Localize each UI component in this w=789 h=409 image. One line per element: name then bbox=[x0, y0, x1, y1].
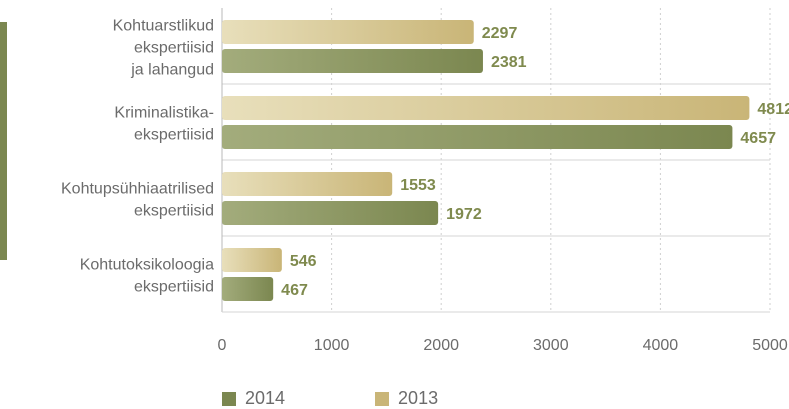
value-label-2014: 2381 bbox=[491, 54, 527, 71]
category-label: Kohtutoksikoloogia bbox=[80, 257, 214, 274]
legend-label-2014: 2014 bbox=[245, 388, 286, 408]
value-label-2014: 467 bbox=[281, 282, 308, 299]
category-label: ekspertiisid bbox=[134, 40, 214, 57]
value-label-2014: 1972 bbox=[446, 206, 482, 223]
value-label-2013: 4812 bbox=[757, 101, 789, 118]
bar-chart: 0 1000 2000 3000 4000 5000 2297 2381 Kohtuarstli… bbox=[61, 8, 789, 354]
category-label: ekspertiisid bbox=[134, 127, 214, 144]
bar-2013-1 bbox=[222, 96, 750, 120]
category-label: Kriminalistika- bbox=[114, 105, 214, 122]
bar-2013-2 bbox=[222, 172, 393, 196]
bar-2014-1 bbox=[222, 125, 733, 149]
value-label-2013: 546 bbox=[290, 253, 317, 270]
bar-2014-2 bbox=[222, 201, 439, 225]
category-label: Kohtupsühhiaatrilised bbox=[61, 181, 214, 198]
legend-item-2013: 2013 bbox=[375, 388, 438, 409]
accent-bar bbox=[0, 22, 7, 260]
x-tick-label: 1000 bbox=[314, 337, 350, 354]
category-label: Kohtuarstlikud bbox=[113, 18, 214, 35]
legend-swatch-2014 bbox=[222, 391, 236, 406]
x-tick-label: 5000 bbox=[752, 337, 788, 354]
x-tick-label: 4000 bbox=[643, 337, 679, 354]
legend-swatch-2013 bbox=[375, 391, 390, 406]
category-label: ekspertiisid bbox=[134, 203, 214, 220]
bar-2014-0 bbox=[222, 49, 483, 73]
x-tick-label: 2000 bbox=[423, 337, 459, 354]
legend-item-2014: 2014 bbox=[222, 388, 285, 409]
bar-2014-3 bbox=[222, 277, 274, 301]
legend: 2014 2013 bbox=[222, 388, 438, 409]
category-label: ekspertiisid bbox=[134, 279, 214, 296]
value-label-2013: 1553 bbox=[400, 177, 436, 194]
legend-label-2013: 2013 bbox=[398, 388, 439, 408]
bar-2013-0 bbox=[222, 20, 474, 44]
value-label-2014: 4657 bbox=[740, 130, 776, 147]
bar-2013-3 bbox=[222, 248, 282, 272]
category-label: ja lahangud bbox=[130, 62, 214, 79]
x-tick-label: 0 bbox=[218, 337, 227, 354]
x-tick-label: 3000 bbox=[533, 337, 569, 354]
value-label-2013: 2297 bbox=[482, 25, 518, 42]
